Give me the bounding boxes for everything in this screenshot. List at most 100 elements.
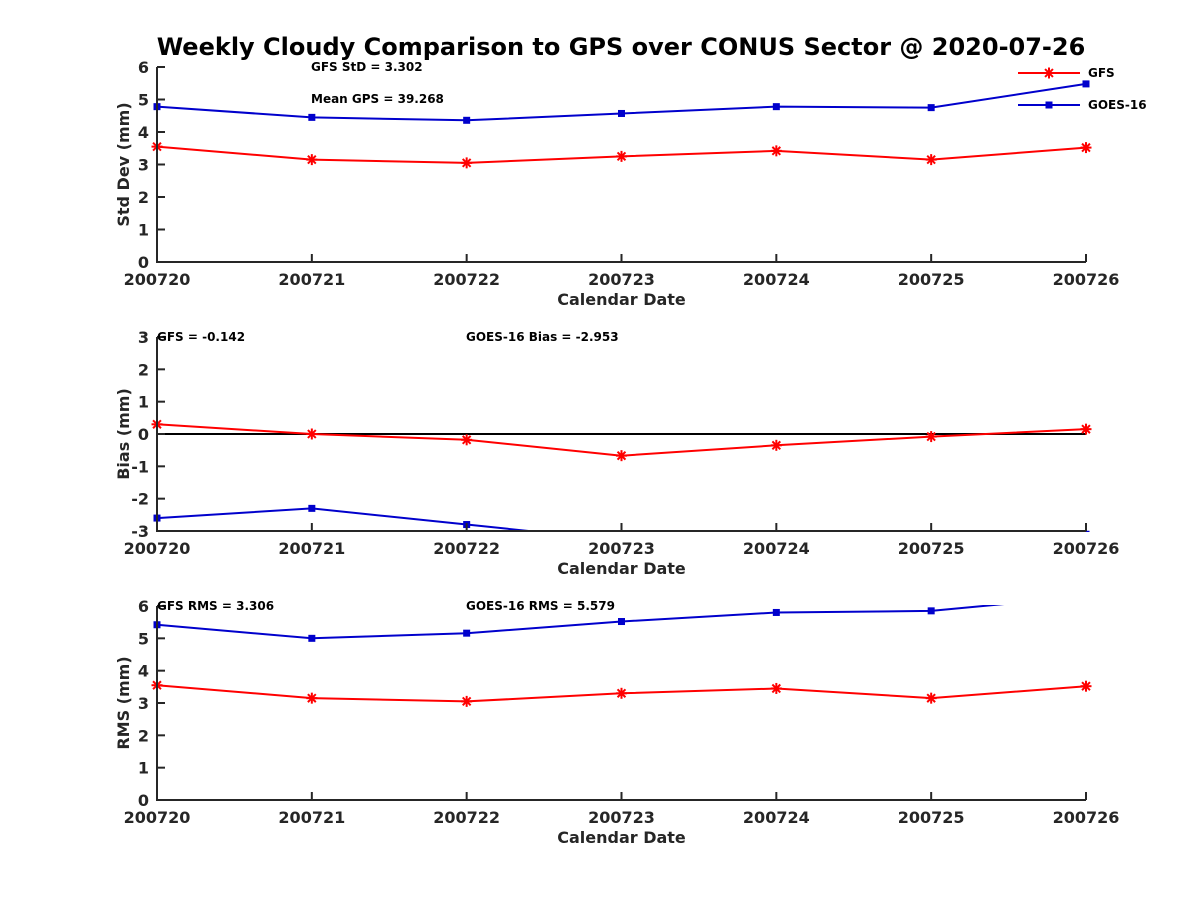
marker-asterisk-6 bbox=[1080, 680, 1092, 692]
chart-legend: GFS GOES-16 bbox=[1018, 66, 1147, 112]
y-axis-label: Bias (mm) bbox=[114, 388, 133, 480]
marker-asterisk-1 bbox=[306, 428, 318, 440]
marker-square-0 bbox=[1045, 101, 1053, 109]
x-tick-label: 200726 bbox=[1053, 270, 1120, 289]
plot-panel-2: 200720 200721 200722 200723 200724 200725 2007… bbox=[114, 328, 1119, 578]
y-tick-label: -3 bbox=[131, 522, 149, 541]
marker-asterisk-4 bbox=[770, 145, 782, 157]
marker-stroke-3 bbox=[307, 429, 317, 439]
marker-stroke-3 bbox=[1044, 68, 1054, 78]
marker-stroke-3 bbox=[616, 450, 627, 461]
marker-square-5 bbox=[927, 104, 935, 112]
marker-square-2 bbox=[463, 116, 471, 124]
x-tick-label: 200720 bbox=[124, 808, 191, 827]
x-tick-label: 200723 bbox=[588, 808, 655, 827]
x-tick-label: 200724 bbox=[743, 539, 810, 558]
legend-entry-gfs: GFS bbox=[1018, 66, 1115, 80]
y-tick-label: 4 bbox=[138, 662, 149, 681]
marker-asterisk-1 bbox=[306, 692, 318, 704]
marker-asterisk-4 bbox=[770, 439, 782, 451]
x-tick-label: 200724 bbox=[743, 808, 810, 827]
plot-panel-1: 200720 200721 200722 200723 200724 200725 2007… bbox=[114, 58, 1119, 309]
y-tick-label: 0 bbox=[138, 425, 149, 444]
x-tick-label: 200725 bbox=[898, 539, 965, 558]
marker-square-2 bbox=[463, 629, 471, 637]
x-tick-label: 200722 bbox=[433, 270, 500, 289]
x-tick-label: 200723 bbox=[588, 539, 655, 558]
marker-asterisk-3 bbox=[616, 150, 627, 162]
marker-stroke-3 bbox=[461, 696, 472, 707]
x-tick-label: 200721 bbox=[278, 270, 345, 289]
y-tick-label: 0 bbox=[138, 791, 149, 810]
x-tick-label: 200720 bbox=[124, 539, 191, 558]
chart-title: Weekly Cloudy Comparison to GPS over CON… bbox=[157, 33, 1086, 61]
y-tick-label: 4 bbox=[138, 123, 149, 142]
marker-stroke-3 bbox=[307, 693, 317, 703]
stat-annotation: GFS = -0.142 bbox=[157, 330, 245, 344]
y-tick-label: 5 bbox=[138, 91, 149, 110]
y-tick-label: -2 bbox=[131, 490, 149, 509]
stat-annotation: GOES-16 RMS = 5.579 bbox=[466, 599, 615, 613]
marker-asterisk-3 bbox=[616, 687, 627, 699]
marker-stroke-3 bbox=[1081, 681, 1091, 691]
x-tick-label: 200725 bbox=[898, 270, 965, 289]
marker-asterisk-5 bbox=[925, 692, 937, 704]
marker-stroke-3 bbox=[307, 154, 317, 165]
y-tick-label: 2 bbox=[138, 726, 149, 745]
axes-frame bbox=[156, 67, 1086, 263]
marker-stroke-3 bbox=[616, 688, 627, 698]
x-tick-label: 200723 bbox=[588, 270, 655, 289]
axes-frame bbox=[156, 606, 1086, 801]
series-line-goes-16 bbox=[156, 605, 1005, 640]
x-axis-label: Calendar Date bbox=[557, 828, 686, 847]
y-tick-label: 3 bbox=[138, 156, 149, 175]
x-tick-label: 200720 bbox=[124, 270, 191, 289]
y-axis-label: RMS (mm) bbox=[114, 656, 133, 749]
marker-stroke-3 bbox=[616, 151, 627, 162]
stat-annotation: GOES-16 Bias = -2.953 bbox=[466, 330, 619, 344]
y-tick-label: 3 bbox=[138, 328, 149, 347]
marker-square-4 bbox=[772, 608, 780, 616]
y-tick-label: 0 bbox=[138, 253, 149, 272]
x-tick-label: 200725 bbox=[898, 808, 965, 827]
x-tick-label: 200726 bbox=[1053, 808, 1120, 827]
marker-asterisk-2 bbox=[461, 434, 473, 446]
series-group bbox=[151, 593, 1092, 707]
y-tick-label: -1 bbox=[131, 457, 149, 476]
marker-stroke-3 bbox=[461, 158, 472, 168]
x-tick-label: 200721 bbox=[278, 539, 345, 558]
marker-square-6 bbox=[1083, 593, 1090, 600]
marker-asterisk-6 bbox=[1080, 423, 1092, 435]
legend-label: GOES-16 bbox=[1088, 98, 1147, 112]
marker-square-4 bbox=[772, 103, 780, 111]
marker-asterisk-5 bbox=[925, 154, 937, 166]
legend-entry-goes-16: GOES-16 bbox=[1018, 98, 1147, 112]
marker-asterisk-4 bbox=[770, 682, 782, 694]
series-group bbox=[151, 80, 1092, 169]
stat-annotation: GFS RMS = 3.306 bbox=[157, 599, 274, 613]
stat-annotation: Mean GPS = 39.268 bbox=[311, 92, 444, 106]
y-tick-label: 3 bbox=[138, 694, 149, 713]
marker-stroke-3 bbox=[461, 435, 472, 445]
marker-stroke-3 bbox=[926, 693, 936, 703]
plot-panel-3: 200720 200721 200722 200723 200724 200725 2007… bbox=[114, 593, 1120, 847]
stat-annotation: GFS StD = 3.302 bbox=[311, 60, 423, 74]
marker-square-1 bbox=[308, 113, 316, 121]
marker-asterisk-2 bbox=[461, 157, 473, 169]
marker-square-1 bbox=[308, 504, 316, 512]
plot-panels: 200720 200721 200722 200723 200724 200725 2007… bbox=[114, 58, 1119, 847]
x-axis-label: Calendar Date bbox=[557, 290, 686, 309]
y-tick-label: 1 bbox=[138, 393, 149, 412]
marker-stroke-3 bbox=[926, 154, 936, 165]
x-tick-label: 200721 bbox=[278, 808, 345, 827]
marker-asterisk-1 bbox=[306, 154, 318, 166]
x-tick-label: 200726 bbox=[1053, 539, 1120, 558]
y-axis-label: Std Dev (mm) bbox=[114, 102, 133, 226]
y-tick-label: 2 bbox=[138, 360, 149, 379]
x-tick-label: 200722 bbox=[433, 539, 500, 558]
y-tick-label: 2 bbox=[138, 188, 149, 207]
marker-asterisk-6 bbox=[1080, 142, 1092, 154]
y-tick-label: 1 bbox=[138, 759, 149, 778]
marker-square-3 bbox=[618, 109, 625, 117]
